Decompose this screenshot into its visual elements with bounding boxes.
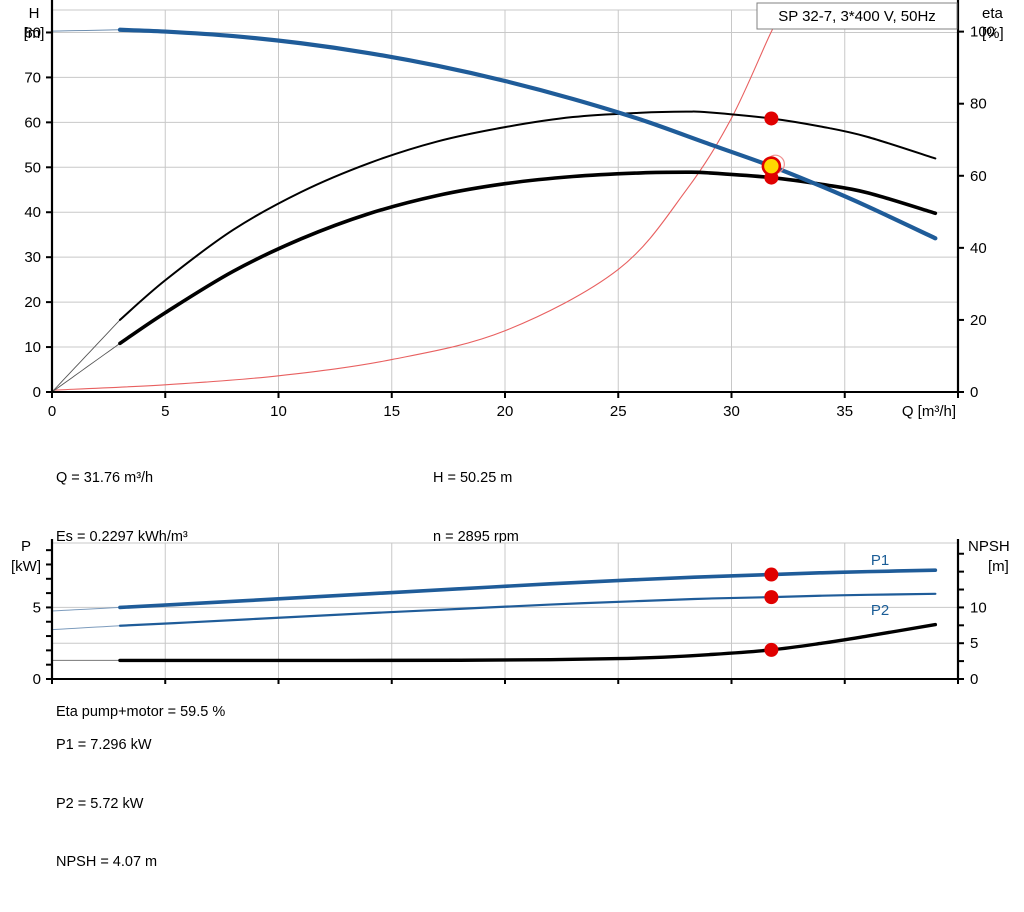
power-npsh-chart: P1 P2 0 5 0 5 10 P [kW] NPSH [m] — [11, 538, 1010, 688]
chart-title: SP 32-7, 3*400 V, 50Hz — [778, 8, 936, 25]
y-tick-label: 70 — [24, 69, 41, 86]
x-tick-label: 5 — [161, 403, 169, 420]
info-bottom-column: P1 = 7.296 kW P2 = 5.72 kW NPSH = 4.07 m — [56, 697, 157, 912]
y2-tick-label: 100 — [970, 24, 995, 41]
x-tick-label: 15 — [383, 403, 400, 420]
y-tick-label: 40 — [24, 204, 41, 221]
es-curve — [51, 16, 782, 391]
head-curve — [117, 27, 938, 241]
npsh-curve — [118, 622, 938, 663]
left-axis-unit: [m] — [24, 25, 45, 42]
y2-tick-label: 5 — [970, 635, 978, 652]
p2-label: P2 — [871, 602, 889, 619]
duty-point-marker — [761, 156, 782, 176]
y-tick-label: 0 — [33, 384, 41, 401]
y-tick-label: 60 — [24, 114, 41, 131]
eta-pump-curve — [118, 110, 937, 321]
info-line: n = 2895 rpm — [433, 528, 519, 545]
left-axis-unit: [kW] — [11, 558, 41, 575]
y2-tick-label: 80 — [970, 96, 987, 113]
pump-curve-page: 0 10 20 30 40 50 60 70 80 0 20 40 60 80 100 0 5 10 15 20 25 3… — [11, 0, 1010, 870]
info-line: NPSH = 4.07 m — [56, 854, 158, 870]
y-tick-label: 0 — [33, 671, 41, 688]
duty-dot-eta-pump — [764, 111, 779, 126]
head-eta-chart: 0 10 20 30 40 50 60 70 80 0 20 40 60 80 100 0 5 10 15 20 25 3… — [24, 0, 1004, 420]
y2-tick-label: 0 — [970, 671, 978, 688]
y2-tick-label: 40 — [970, 240, 987, 257]
p1-curve-leadin — [51, 606, 120, 612]
eta-pump-curve-leadin — [51, 319, 121, 393]
y2-tick-label: 10 — [970, 599, 987, 616]
y-tick-label: 50 — [24, 159, 41, 176]
x-tick-label: 35 — [836, 403, 853, 420]
info-line: Es = 0.2297 kWh/m³ — [56, 528, 188, 545]
x-tick-label: 30 — [723, 403, 740, 420]
p1-label: P1 — [871, 552, 889, 569]
info-line: P2 = 5.72 kW — [56, 795, 144, 812]
head-curve-leadin — [51, 29, 120, 32]
y-tick-label: 30 — [24, 249, 41, 266]
info-line: H = 50.25 m — [433, 470, 513, 486]
y2-tick-label: 60 — [970, 168, 987, 185]
duty-dot-p2 — [764, 590, 779, 605]
p1-curve — [118, 568, 938, 610]
y-tick-label: 5 — [33, 599, 41, 616]
p2-curve-leadin — [51, 625, 120, 631]
x-tick-label: 25 — [610, 403, 627, 420]
y2-tick-label: 20 — [970, 312, 987, 329]
info-line: Eta pump+motor = 59.5 % — [56, 704, 226, 720]
duty-dot-npsh — [764, 642, 779, 657]
x-axis-title: Q [m³/h] — [902, 403, 956, 420]
right-axis-title: NPSH — [968, 538, 1010, 555]
x-tick-label: 0 — [48, 403, 56, 420]
right-axis-title: eta — [982, 5, 1004, 22]
title-box — [756, 2, 958, 30]
x-tick-label: 20 — [497, 403, 514, 420]
right-axis-unit: [m] — [988, 558, 1009, 575]
right-axis-unit: [%] — [982, 25, 1004, 42]
info-line: Q = 31.76 m³/h — [56, 470, 154, 486]
y2-tick-label: 0 — [970, 384, 978, 401]
left-axis-title: P — [21, 538, 31, 555]
eta-pump-motor-curve-leadin — [51, 342, 121, 393]
y-tick-label: 10 — [24, 339, 41, 356]
y-tick-label: 20 — [24, 294, 41, 311]
info-line: P1 = 7.296 kW — [56, 737, 152, 753]
left-axis-title: H — [29, 5, 40, 22]
x-tick-label: 10 — [270, 403, 287, 420]
duty-dot-p1 — [764, 567, 779, 582]
y-tick-label: 80 — [24, 24, 41, 41]
p2-curve — [118, 592, 937, 627]
